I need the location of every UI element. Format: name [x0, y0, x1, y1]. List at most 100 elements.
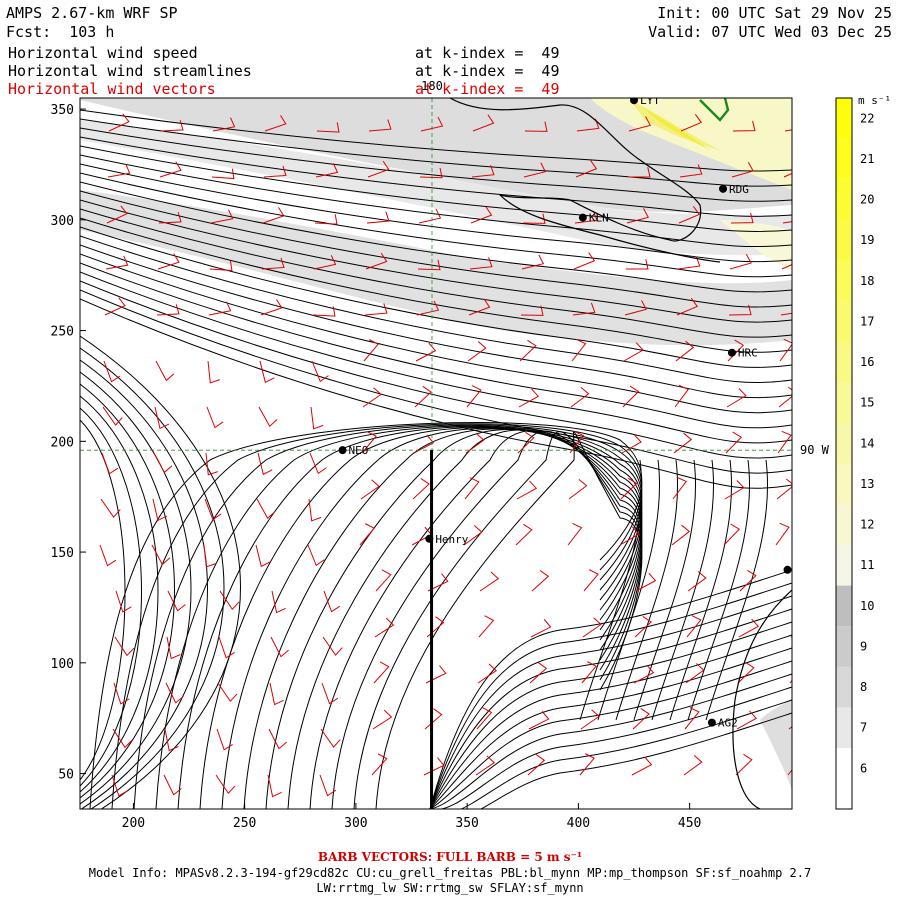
wind-map-plot: LYT RDG KLN HRC NEO Henry AG2 200 250 300 350 400 4…: [51, 79, 892, 831]
colorbar-label: 21: [860, 152, 874, 166]
wind-barb: [477, 663, 498, 684]
y-tick-label: 300: [51, 214, 74, 229]
colorbar-label: 11: [860, 558, 874, 572]
wind-barb: [686, 615, 702, 638]
station-dot: [578, 213, 587, 222]
wind-barb: [626, 259, 649, 270]
wind-barb: [308, 498, 322, 522]
station-label: KLN: [589, 212, 609, 225]
wind-barb: [167, 590, 186, 612]
wind-barb: [730, 212, 754, 224]
wind-barb: [624, 300, 647, 316]
streamlines: [80, 109, 792, 809]
streamline: [80, 226, 792, 368]
streamline: [80, 271, 792, 444]
colorbar-swatch: [836, 666, 852, 708]
station-label: NEO: [349, 444, 369, 457]
streamline: [89, 422, 643, 809]
wind-barb: [523, 162, 547, 178]
wind-barb: [467, 341, 487, 362]
streamline: [80, 154, 792, 248]
wind-barb: [528, 711, 550, 730]
streamline: [80, 172, 792, 278]
colorbar-label: 14: [860, 436, 874, 450]
station-label: HRC: [738, 347, 758, 360]
wind-barb: [735, 753, 753, 776]
wind-barb: [419, 167, 443, 179]
y-tick-label: 50: [58, 768, 74, 783]
wind-barb: [776, 478, 792, 500]
init-time: Init: 00 UTC Sat 29 Nov 25: [657, 4, 892, 22]
y-tick-label: 200: [51, 435, 74, 450]
wind-barb: [726, 388, 747, 408]
x-tick-label: 250: [233, 816, 256, 831]
wind-barb: [260, 299, 283, 316]
wind-barb: [676, 298, 699, 316]
station-dot: [707, 718, 716, 727]
wind-barb: [464, 477, 480, 500]
wind-barb: [672, 476, 688, 500]
streamline: [429, 673, 792, 809]
streamline: [80, 253, 792, 414]
wind-barb: [579, 753, 595, 776]
wind-barb: [312, 306, 336, 317]
y-tick-label: 250: [51, 325, 74, 340]
wind-barb: [570, 386, 590, 408]
wind-barb: [684, 707, 700, 730]
wind-barb: [725, 431, 743, 454]
colorbar-swatch: [836, 748, 852, 789]
wind-barb: [102, 406, 123, 426]
streamline: [80, 136, 792, 217]
wind-barb: [206, 406, 224, 429]
streamline: [705, 459, 769, 721]
streamline: [429, 595, 792, 809]
wind-barb: [737, 661, 755, 684]
wind-barb: [366, 211, 390, 224]
streamline: [80, 208, 792, 338]
wind-barb: [267, 774, 282, 798]
wind-barb: [571, 339, 587, 362]
wind-barb: [724, 480, 745, 500]
wind-barb: [114, 636, 135, 657]
wind-barb: [99, 544, 117, 567]
y-tick-label: 350: [51, 103, 74, 118]
wind-barb: [216, 728, 233, 751]
streamline: [80, 217, 792, 353]
field-name-speed: Horizontal wind speed: [8, 44, 198, 62]
streamline: [80, 109, 792, 172]
wind-barb: [478, 615, 495, 638]
wind-barb: [677, 256, 701, 270]
streamline: [80, 347, 225, 809]
wind-barb: [634, 616, 652, 638]
wind-barb: [374, 617, 395, 638]
wind-barb: [479, 571, 500, 592]
wind-barb: [307, 544, 325, 567]
meridian-label: 180: [421, 79, 443, 93]
wind-barb: [155, 360, 175, 382]
wind-barb: [152, 498, 168, 522]
wind-barb: [572, 302, 596, 316]
wind-barb: [157, 253, 180, 270]
streamline: [80, 199, 792, 323]
streamline: [430, 712, 792, 809]
streamline: [429, 621, 792, 809]
streamline: [651, 459, 715, 721]
wind-barb: [775, 522, 790, 546]
colorbar-swatch: [836, 544, 852, 586]
streamline: [80, 163, 792, 263]
wind-barb: [673, 432, 693, 454]
wind-barb: [731, 161, 754, 178]
wind-barb: [203, 544, 216, 568]
wind-barb: [103, 360, 121, 383]
streamline: [80, 419, 126, 781]
wind-barb: [261, 257, 285, 270]
wind-barb: [105, 255, 129, 270]
wind-barb: [108, 113, 130, 132]
wind-barb: [323, 590, 341, 613]
wind-barb: [679, 164, 703, 178]
wind-barb: [520, 305, 544, 316]
streamline: [331, 430, 643, 809]
field-name-streamlines: Horizontal wind streamlines: [8, 62, 252, 80]
streamline: [429, 660, 792, 809]
wind-barb: [151, 544, 171, 566]
